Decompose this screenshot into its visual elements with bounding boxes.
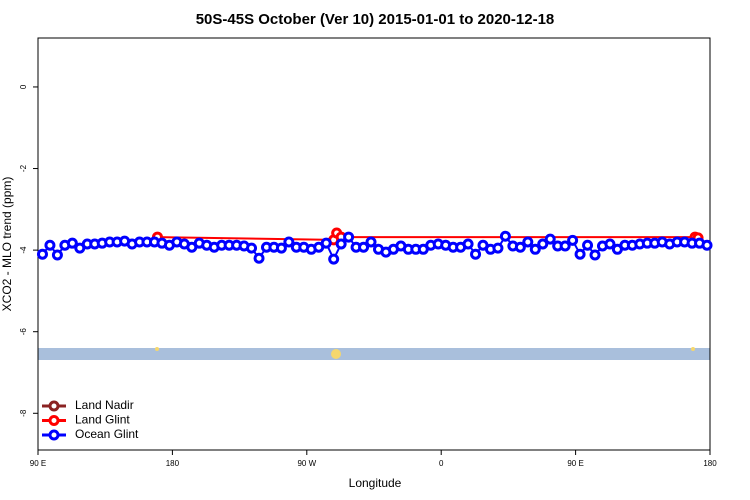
data-point [492, 242, 504, 254]
legend-label: Land Glint [75, 413, 130, 427]
data-point [544, 233, 556, 245]
data-point [246, 242, 258, 254]
x-tick-label: 180 [166, 459, 180, 468]
legend-marker [48, 415, 60, 426]
data-point [701, 239, 713, 251]
data-point [44, 239, 56, 251]
x-tick-label: 90 E [567, 459, 583, 468]
data-point [514, 241, 526, 253]
series-line [157, 231, 699, 241]
data-point [522, 236, 534, 248]
data-point [320, 237, 332, 249]
data-point [66, 237, 78, 249]
land-dot [155, 347, 159, 351]
y-tick-label: -2 [19, 164, 28, 172]
legend-marker [48, 429, 60, 441]
x-tick-label: 90 W [297, 459, 316, 468]
y-tick-label: 0 [19, 84, 28, 89]
data-point [275, 242, 287, 254]
y-tick-label: -6 [19, 328, 28, 336]
data-point [253, 252, 265, 264]
legend-label: Ocean Glint [75, 427, 139, 441]
data-point [358, 241, 370, 253]
data-point [283, 236, 295, 248]
data-point [559, 240, 571, 252]
y-axis-label: XCO2 - MLO trend (ppm) [0, 177, 14, 312]
land-band [38, 348, 710, 360]
data-point [470, 248, 482, 260]
data-point [499, 230, 511, 242]
y-tick-label: -4 [19, 246, 28, 254]
legend-marker [48, 400, 60, 412]
data-point [343, 231, 355, 243]
legend-label: Land Nadir [75, 398, 134, 412]
data-point [335, 238, 347, 250]
x-axis-label: Longitude [349, 476, 402, 490]
chart-title: 50S-45S October (Ver 10) 2015-01-01 to 2… [196, 11, 555, 28]
data-point [365, 236, 377, 248]
data-point [604, 238, 616, 250]
y-tick-label: -8 [19, 409, 28, 417]
land-dot [331, 349, 341, 359]
data-point [328, 253, 340, 265]
data-point [567, 234, 579, 246]
data-point [51, 249, 63, 261]
x-tick-label: 90 E [30, 459, 46, 468]
data-point [462, 238, 474, 250]
data-point [589, 249, 601, 261]
data-point [574, 248, 586, 260]
x-tick-label: 180 [703, 459, 717, 468]
x-tick-label: 0 [439, 459, 444, 468]
data-point [529, 243, 541, 255]
land-dot [691, 347, 695, 351]
data-point [36, 248, 48, 260]
data-point [582, 239, 594, 251]
data-point [537, 238, 549, 250]
